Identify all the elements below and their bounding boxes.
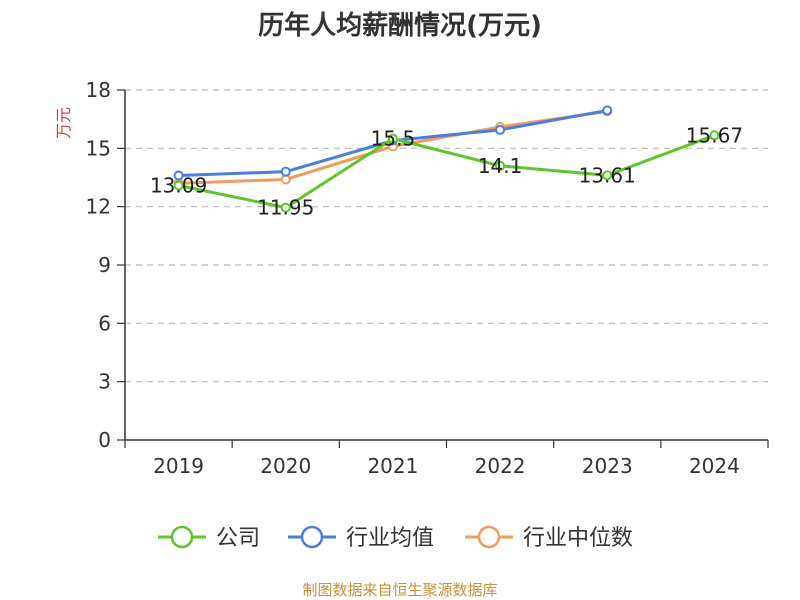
x-tick-label: 2023: [582, 454, 633, 478]
legend-marker: [170, 525, 194, 549]
y-tick-label: 3: [98, 370, 111, 394]
legend-item-1[interactable]: 行业均值: [288, 525, 434, 551]
data-label: 14.1: [478, 154, 523, 178]
source-note: 制图数据来自恒生聚源数据库: [302, 581, 497, 599]
data-point[interactable]: [495, 124, 506, 135]
data-point[interactable]: [387, 133, 398, 144]
x-tick-label: 2024: [689, 454, 740, 478]
data-label: 11.95: [257, 196, 314, 220]
y-tick-label: 6: [98, 311, 111, 335]
data-label: 13.61: [579, 163, 636, 187]
data-labels: 13.09 11.95 15.5 14.1 13.61 15.67: [150, 123, 743, 219]
data-point[interactable]: [495, 160, 506, 171]
y-tick-label: 12: [86, 195, 111, 219]
axes: 0 3 6 9 12 15 18 2019 2020 2021 2022 2023 2024: [86, 78, 769, 478]
data-point[interactable]: [173, 180, 184, 191]
data-label: 15.67: [686, 123, 743, 147]
series-lines: [173, 105, 720, 213]
legend-label: 公司: [216, 526, 260, 551]
legend-label: 行业中位数: [523, 526, 633, 551]
data-point[interactable]: [709, 130, 720, 141]
x-tick-label: 2022: [475, 454, 526, 478]
x-tick-label: 2020: [260, 454, 311, 478]
legend[interactable]: 公司 行业均值 行业中位数: [158, 525, 633, 551]
legend-marker: [300, 525, 324, 549]
legend-item-0[interactable]: 公司: [158, 525, 260, 551]
chart-title: 历年人均薪酬情况(万元): [258, 10, 542, 41]
y-axis-label: 万元: [54, 107, 73, 139]
data-point[interactable]: [280, 166, 291, 177]
series-line-0: [177, 133, 716, 210]
grid: [125, 89, 768, 383]
y-tick-label: 15: [86, 136, 111, 160]
legend-label: 行业均值: [346, 526, 434, 551]
data-label: 15.5: [371, 127, 416, 151]
data-point[interactable]: [602, 170, 613, 181]
data-point[interactable]: [280, 202, 291, 213]
y-tick-label: 0: [98, 428, 111, 452]
y-tick-label: 18: [86, 78, 111, 102]
data-point[interactable]: [173, 170, 184, 181]
legend-item-2[interactable]: 行业中位数: [465, 525, 633, 551]
data-point[interactable]: [602, 105, 613, 116]
data-label: 13.09: [150, 173, 207, 197]
x-tick-label: 2019: [153, 454, 204, 478]
y-tick-label: 9: [98, 253, 111, 277]
x-tick-label: 2021: [367, 454, 418, 478]
legend-marker: [477, 525, 501, 549]
